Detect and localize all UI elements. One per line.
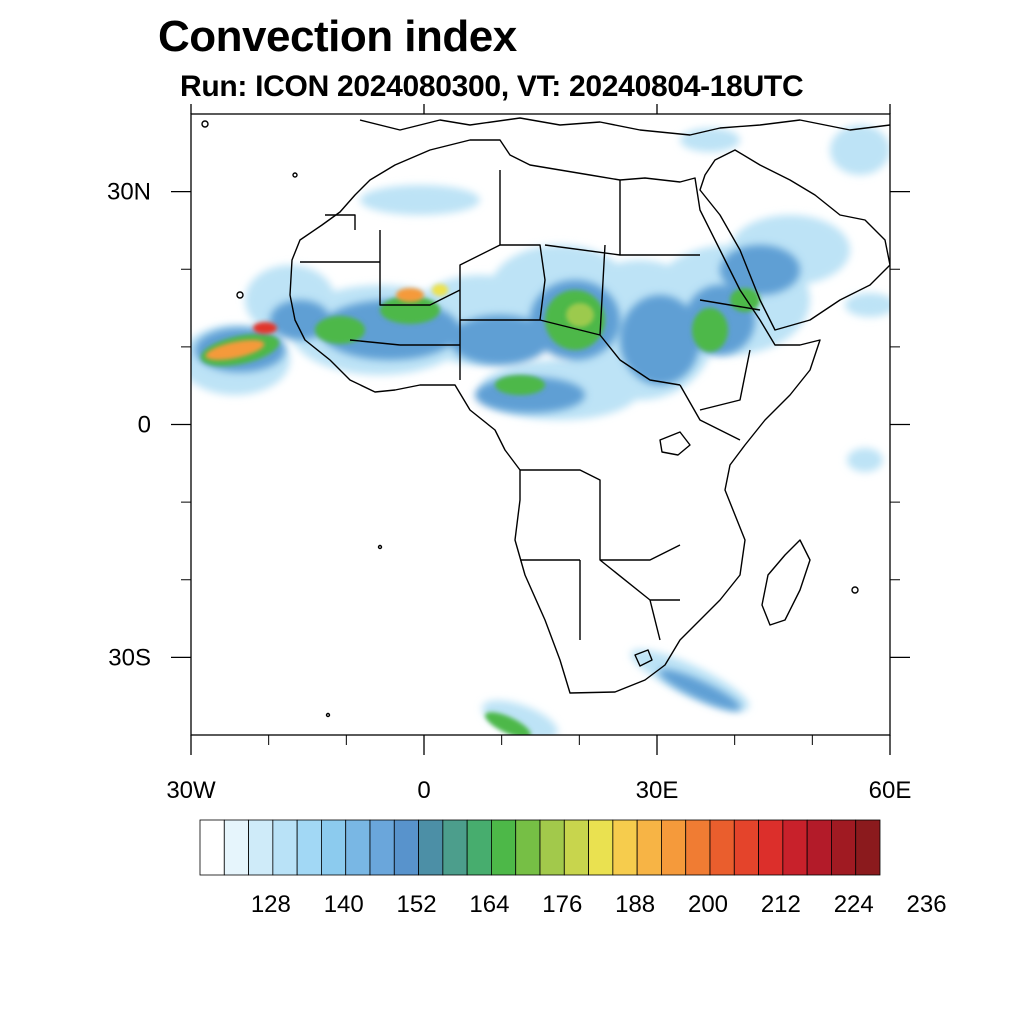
- colorbar-swatch: [539, 819, 565, 876]
- field-blob: [830, 125, 890, 175]
- field-blob: [482, 700, 558, 735]
- colorbar-swatch: [223, 819, 249, 876]
- colorbar-label: 164: [469, 891, 509, 918]
- colorbar-labels: 128 140 152 164 176 188 200 212 224 236: [251, 891, 947, 918]
- field-blob: [205, 339, 265, 361]
- field-blob: [360, 185, 480, 215]
- chart-subtitle: Run: ICON 2024080300, VT: 20240804-18UTC: [180, 70, 804, 103]
- field-blob: [692, 308, 728, 352]
- field-blob: [720, 245, 800, 295]
- field-layer-mid: [195, 245, 800, 711]
- field-blob: [680, 128, 740, 152]
- island: [851, 586, 859, 594]
- colorbar-swatch: [248, 819, 274, 876]
- field-blob: [495, 375, 545, 395]
- colorbar-swatch: [393, 819, 419, 876]
- colorbar-swatch: [321, 819, 347, 876]
- lon-tick-label: 0: [417, 777, 430, 804]
- field-blob: [659, 669, 741, 711]
- madagascar: [761, 539, 811, 626]
- lat-tick-label: 30S: [108, 644, 151, 671]
- field-blob: [847, 448, 883, 472]
- colorbar-swatch: [709, 819, 735, 876]
- colorbar-swatch: [636, 819, 662, 876]
- lon-tick-label: 30E: [636, 777, 679, 804]
- lake-victoria: [659, 431, 691, 456]
- field-layer-low: [191, 125, 890, 735]
- colorbar-swatch: [758, 819, 784, 876]
- field-blob: [450, 315, 550, 365]
- arabia-coastline: [699, 149, 890, 331]
- axis-tick-labels: 30N 0 30S 30W 0 30E 60E: [107, 179, 911, 804]
- field-blob: [485, 712, 531, 735]
- colorbar-swatch: [855, 819, 881, 876]
- colorbar-swatch: [418, 819, 444, 876]
- colorbar-label: 200: [688, 891, 728, 918]
- colorbar-swatch: [733, 819, 759, 876]
- field-blob: [845, 293, 890, 317]
- colorbar-label: 176: [542, 891, 582, 918]
- colorbar-label: 224: [834, 891, 874, 918]
- island: [325, 712, 331, 718]
- island: [292, 172, 298, 178]
- colorbar-swatch: [345, 819, 371, 876]
- lat-tick-label: 30N: [107, 179, 151, 206]
- colorbar-swatch: [685, 819, 711, 876]
- colorbar-swatch: [369, 819, 395, 876]
- colorbar-label: 140: [324, 891, 364, 918]
- lon-tick-label: 60E: [869, 777, 912, 804]
- colorbar-swatch: [612, 819, 638, 876]
- coastlines-and-borders: [201, 117, 890, 718]
- colorbar-label: 236: [907, 891, 947, 918]
- colorbar-swatch: [831, 819, 857, 876]
- colorbar: [199, 819, 881, 876]
- field-layer-hot: [205, 284, 594, 361]
- field-blob: [315, 316, 365, 344]
- country-borders: [300, 170, 761, 641]
- northern-coastline: [359, 117, 890, 136]
- island: [377, 544, 383, 550]
- field-blob: [620, 295, 700, 385]
- convection-field: [191, 125, 890, 735]
- colorbar-label: 188: [615, 891, 655, 918]
- island: [201, 120, 209, 128]
- colorbar-swatch: [199, 819, 225, 876]
- colorbar-swatch: [515, 819, 541, 876]
- colorbar-label: 152: [397, 891, 437, 918]
- colorbar-swatch: [466, 819, 492, 876]
- field-blob: [432, 284, 448, 296]
- colorbar-swatch: [588, 819, 614, 876]
- colorbar-swatch: [661, 819, 687, 876]
- field-blob: [566, 303, 594, 327]
- map-frame: [190, 113, 891, 736]
- colorbar-swatch: [442, 819, 468, 876]
- lon-tick-label: 30W: [166, 777, 216, 804]
- colorbar-swatch: [491, 819, 517, 876]
- field-blob: [253, 322, 277, 334]
- africa-coastline: [289, 139, 821, 694]
- colorbar-swatch: [272, 819, 298, 876]
- chart-title: Convection index: [158, 12, 517, 61]
- colorbar-swatch: [296, 819, 322, 876]
- field-blob: [380, 296, 440, 324]
- colorbar-label: 212: [761, 891, 801, 918]
- field-blob: [730, 288, 760, 312]
- lat-tick-label: 0: [138, 412, 151, 439]
- colorbar-swatch: [563, 819, 589, 876]
- colorbar-label: 128: [251, 891, 291, 918]
- island: [236, 291, 244, 299]
- axis-ticks: [171, 104, 910, 755]
- colorbar-swatch: [782, 819, 808, 876]
- colorbar-swatch: [806, 819, 832, 876]
- field-blob: [396, 288, 424, 302]
- lesotho: [634, 649, 653, 667]
